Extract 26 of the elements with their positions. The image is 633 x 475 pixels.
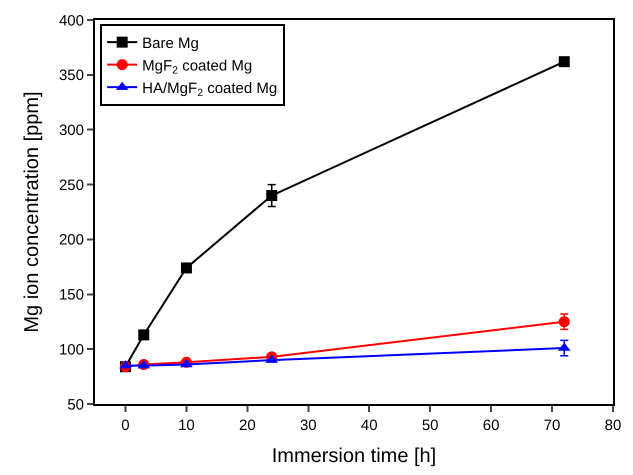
point xyxy=(558,316,570,328)
legend-label: HA/MgF$_{2}$ coated Mg xyxy=(142,80,278,100)
x-tick-label: 50 xyxy=(422,417,439,434)
x-tick-label: 80 xyxy=(604,417,622,434)
y-tick-label: 350 xyxy=(58,67,84,84)
point xyxy=(558,56,570,68)
x-tick-label: 20 xyxy=(239,417,256,434)
point xyxy=(138,329,150,340)
x-tick-label: 70 xyxy=(544,417,560,434)
y-tick-label: 50 xyxy=(67,396,84,414)
y-tick-label: 300 xyxy=(58,122,84,139)
x-tick-label: 0 xyxy=(121,417,130,434)
y-tick-label: 250 xyxy=(58,176,84,194)
x-tick-label: 60 xyxy=(482,417,500,434)
x-tick-label: 30 xyxy=(300,417,317,434)
y-tick-label: 200 xyxy=(58,232,84,249)
y-axis-title: Mg ion concentration [ppm] xyxy=(20,91,43,333)
point xyxy=(266,190,278,202)
y-tick-label: 100 xyxy=(58,341,84,358)
y-tick-label: 400 xyxy=(58,12,84,30)
x-tick-label: 40 xyxy=(360,417,378,434)
y-tick-label: 150 xyxy=(58,286,84,304)
x-axis-title: Immersion time [h] xyxy=(272,445,436,467)
legend-label: MgF$_{2}$ coated Mg xyxy=(142,57,252,77)
legend-label: Bare Mg xyxy=(142,34,199,52)
x-tick-label: 10 xyxy=(178,417,195,434)
